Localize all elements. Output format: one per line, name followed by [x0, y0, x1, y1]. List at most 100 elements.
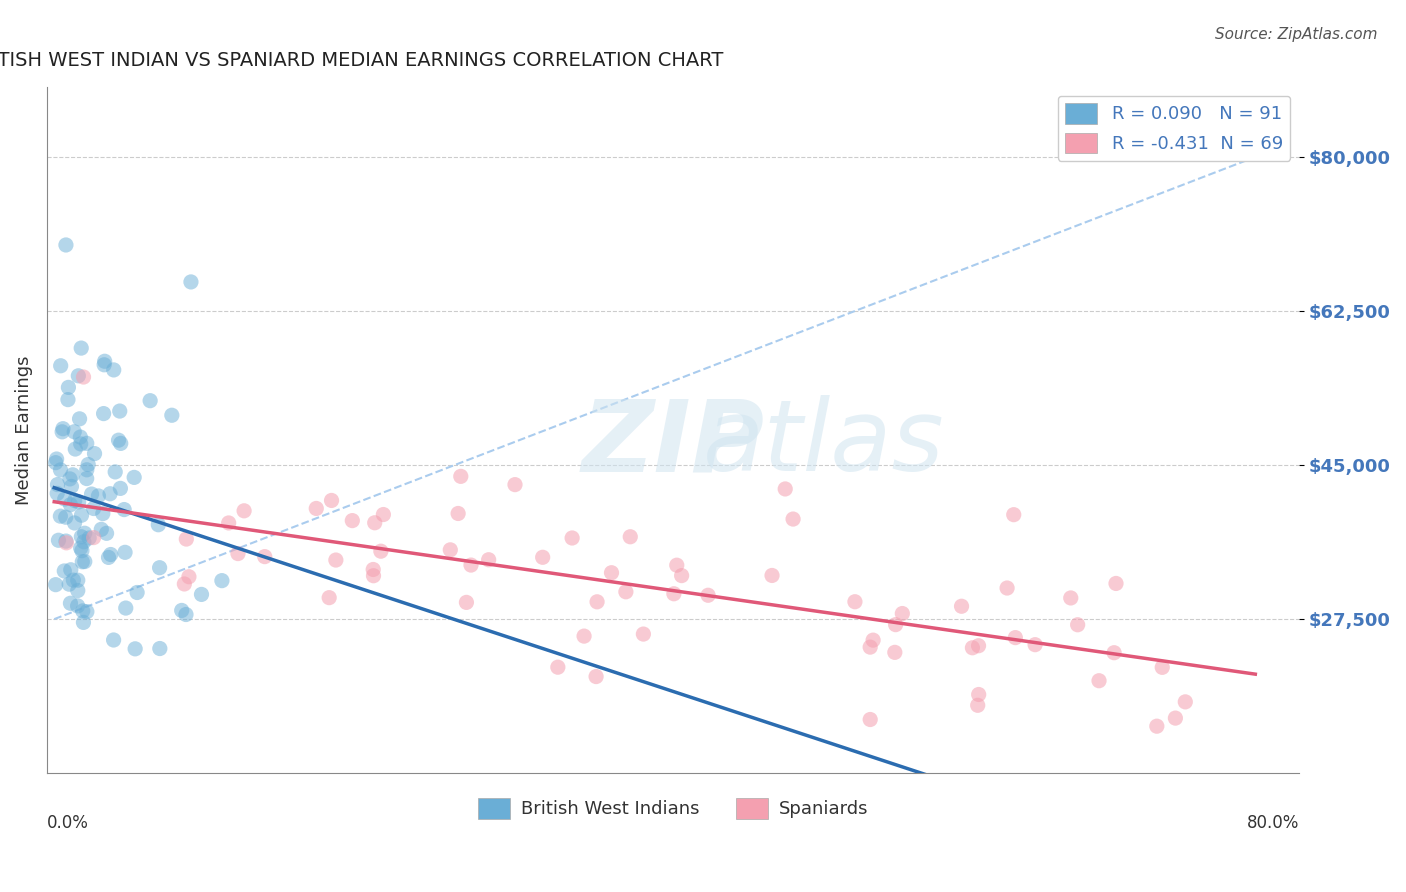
pink — [478, 553, 501, 567]
pink — [662, 587, 685, 601]
blue — [160, 409, 183, 423]
blue — [63, 493, 86, 508]
Text: 80.0%: 80.0% — [1247, 814, 1299, 832]
pink — [950, 599, 973, 614]
pink — [967, 639, 990, 653]
pink — [1004, 631, 1026, 645]
blue — [87, 489, 110, 503]
pink — [1060, 591, 1083, 605]
pink — [782, 512, 804, 526]
blue — [46, 486, 69, 500]
pink — [671, 568, 693, 582]
pink — [1105, 576, 1128, 591]
blue — [55, 238, 77, 252]
blue — [60, 479, 83, 493]
blue — [83, 501, 105, 516]
pink — [585, 669, 607, 683]
blue — [139, 393, 162, 408]
pink — [233, 504, 256, 518]
blue — [62, 573, 84, 587]
blue — [45, 452, 67, 467]
blue — [73, 526, 96, 541]
blue — [80, 487, 103, 501]
pink — [83, 531, 105, 545]
blue — [65, 442, 87, 456]
pink — [177, 570, 200, 584]
pink — [305, 501, 328, 516]
pink — [967, 688, 990, 702]
pink — [962, 640, 984, 655]
blue — [110, 482, 132, 496]
blue — [97, 550, 120, 565]
blue — [45, 456, 67, 470]
pink — [859, 640, 882, 654]
pink — [503, 477, 526, 491]
blue — [49, 463, 72, 477]
blue — [53, 491, 76, 506]
blue — [69, 430, 91, 444]
blue — [76, 436, 98, 450]
blue — [149, 641, 172, 656]
pink — [531, 550, 554, 565]
blue — [114, 545, 136, 559]
blue — [55, 534, 77, 549]
pink — [363, 568, 385, 582]
pink — [173, 577, 195, 591]
blue — [76, 463, 98, 477]
blue — [48, 533, 70, 548]
blue — [55, 510, 77, 524]
blue — [59, 563, 82, 577]
pink — [665, 558, 688, 573]
blue — [83, 447, 105, 461]
pink — [773, 482, 796, 496]
pink — [439, 542, 461, 557]
blue — [127, 585, 149, 599]
pink — [321, 493, 343, 508]
pink — [966, 698, 988, 713]
pink — [862, 633, 884, 648]
pink — [342, 514, 364, 528]
blue — [70, 341, 93, 355]
pink — [318, 591, 340, 605]
blue — [93, 358, 115, 372]
blue — [70, 530, 93, 544]
blue — [45, 577, 67, 591]
pink — [1152, 660, 1174, 674]
blue — [174, 607, 197, 622]
pink — [633, 627, 655, 641]
blue — [66, 573, 89, 587]
pink — [364, 516, 387, 530]
blue — [72, 604, 94, 618]
pink — [218, 516, 240, 530]
pink — [859, 713, 882, 727]
Legend: British West Indians, Spaniards: British West Indians, Spaniards — [471, 790, 876, 826]
blue — [104, 465, 127, 479]
pink — [373, 508, 395, 522]
blue — [76, 605, 98, 619]
blue — [58, 380, 80, 394]
blue — [110, 436, 132, 450]
pink — [456, 595, 478, 609]
blue — [76, 471, 98, 485]
blue — [52, 422, 75, 436]
blue — [112, 502, 135, 516]
blue — [69, 437, 91, 451]
pink — [1024, 638, 1046, 652]
pink — [1174, 695, 1197, 709]
blue — [69, 412, 91, 426]
blue — [51, 425, 73, 439]
blue — [67, 495, 90, 509]
blue — [59, 498, 82, 512]
pink — [325, 553, 347, 567]
pink — [253, 549, 276, 564]
Text: Source: ZipAtlas.com: Source: ZipAtlas.com — [1215, 27, 1378, 42]
blue — [72, 615, 94, 630]
blue — [91, 507, 114, 521]
blue — [77, 458, 100, 472]
blue — [46, 477, 69, 491]
pink — [1066, 617, 1088, 632]
pink — [460, 558, 482, 572]
Text: 0.0%: 0.0% — [46, 814, 89, 832]
Text: BRITISH WEST INDIAN VS SPANIARD MEDIAN EARNINGS CORRELATION CHART: BRITISH WEST INDIAN VS SPANIARD MEDIAN E… — [0, 51, 724, 70]
blue — [114, 601, 136, 615]
